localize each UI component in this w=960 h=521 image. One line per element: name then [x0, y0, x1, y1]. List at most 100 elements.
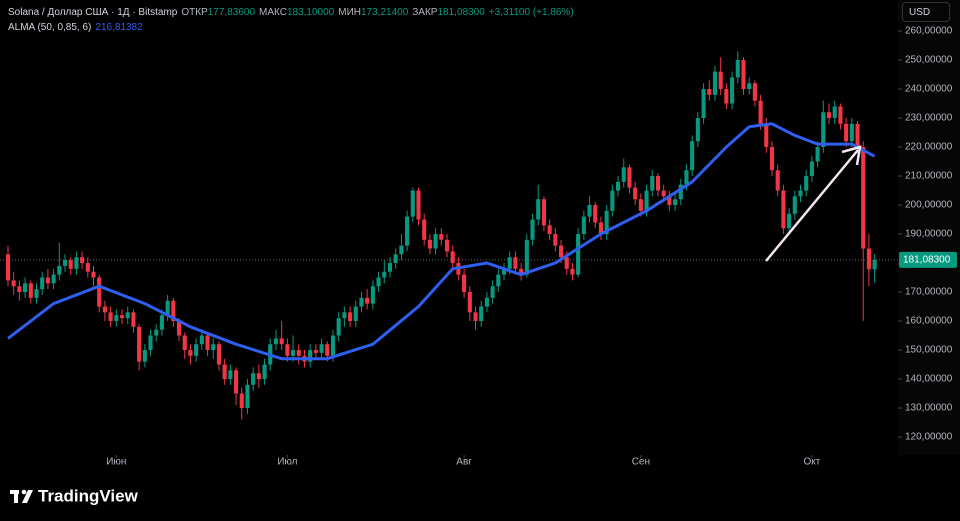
candle-body — [5, 254, 11, 281]
candle-body — [262, 364, 267, 380]
candle-body — [176, 321, 182, 336]
y-tick-label: 200,00000 — [905, 200, 953, 211]
candle-body — [707, 89, 712, 95]
candle-body — [496, 274, 501, 287]
candle-body — [353, 306, 358, 322]
symbol-title: Solana / Доллар США · 1Д · Bitstamp — [8, 7, 178, 18]
candle-body — [513, 257, 518, 269]
price-change: +3,31100 (+1,86%) — [488, 7, 574, 18]
candle-body — [171, 300, 176, 322]
candle-body — [405, 216, 410, 246]
ohlc-label: ЗАКР — [412, 7, 438, 18]
candle-body — [570, 268, 575, 275]
candle-body — [861, 147, 866, 249]
candle-body — [866, 248, 871, 270]
candle-body — [228, 370, 233, 380]
candle-body — [741, 60, 746, 90]
indicator-value: 216,81382 — [95, 22, 143, 33]
candle-body — [342, 312, 347, 319]
ohlc-value: 183,10000 — [286, 7, 335, 18]
y-tick-label: 120,00000 — [905, 432, 953, 443]
candle-body — [730, 77, 735, 104]
x-tick-label: Авг — [456, 457, 472, 468]
candle-body — [615, 181, 621, 191]
candle-body — [119, 315, 125, 319]
candle-body — [547, 225, 552, 235]
candle-body — [85, 263, 90, 272]
candle-body — [28, 283, 33, 298]
candle-body — [68, 260, 73, 269]
indicator-line — [7, 122, 876, 361]
candle-body — [199, 335, 204, 345]
candle-body — [291, 350, 296, 356]
candle-body — [359, 297, 364, 307]
candle-body — [633, 187, 638, 200]
footer-bar — [0, 478, 960, 521]
y-tick-label: 210,00000 — [905, 171, 953, 182]
candle-body — [695, 118, 700, 142]
candle-body — [604, 210, 609, 235]
candle-body — [91, 271, 96, 278]
candle-body — [467, 292, 472, 313]
candle-body — [399, 245, 404, 255]
candle-body — [587, 205, 592, 217]
candle-body — [530, 219, 535, 240]
candle-body — [524, 239, 529, 275]
candle-body — [724, 89, 729, 104]
candle-body — [62, 260, 68, 266]
price-axis-area — [898, 0, 960, 455]
candle-body — [844, 123, 849, 142]
candle-body — [233, 370, 239, 394]
y-tick-label: 250,00000 — [905, 55, 953, 66]
candle-body — [667, 196, 672, 206]
brand-name: TradingView — [38, 486, 139, 505]
candle-body — [256, 373, 261, 380]
logo-part — [22, 490, 33, 503]
candle-body — [40, 277, 45, 290]
candle-body — [444, 239, 450, 252]
candle-body — [102, 306, 107, 313]
candle-body — [507, 257, 512, 269]
y-tick-label: 160,00000 — [905, 316, 953, 327]
candle-body — [684, 170, 689, 185]
candle-body — [410, 190, 415, 217]
candle-body — [610, 190, 615, 211]
x-tick-label: Июл — [277, 457, 297, 468]
y-tick-label: 190,00000 — [905, 229, 953, 240]
candle-body — [319, 344, 324, 353]
candle-body — [690, 141, 695, 171]
candle-body — [57, 265, 62, 275]
candle-body — [826, 112, 832, 119]
y-tick-label: 240,00000 — [905, 84, 953, 95]
candle-body — [838, 106, 843, 124]
candle-body — [735, 60, 740, 78]
logo-part — [14, 490, 18, 503]
currency-button[interactable]: USD — [902, 2, 950, 22]
candle-body — [701, 89, 706, 119]
candle-body — [239, 393, 244, 409]
last-price-label: 181,08300 — [903, 255, 951, 266]
candle-body — [125, 312, 130, 319]
candle-body — [325, 344, 330, 356]
annotation-arrow — [765, 149, 859, 262]
x-tick-label: Июн — [106, 457, 126, 468]
candle-body — [74, 257, 79, 269]
candle-body — [131, 312, 136, 327]
candle-body — [330, 335, 336, 356]
candle-body — [638, 199, 643, 211]
candle-body — [245, 384, 250, 409]
ohlc-value: 177,83600 — [207, 7, 256, 18]
candle-body — [108, 312, 113, 322]
candle-body — [11, 280, 16, 287]
candle-body — [427, 239, 432, 249]
ohlc-value: 173,21400 — [360, 7, 409, 18]
legend-row: Solana / Доллар США · 1Д · Bitstamp ОТКР1… — [8, 5, 578, 20]
brand-logo — [10, 489, 33, 503]
candle-body — [114, 315, 119, 322]
candle-body — [593, 205, 598, 223]
candle-body — [137, 326, 142, 362]
candle-body — [798, 190, 803, 197]
candle-body — [536, 199, 541, 220]
